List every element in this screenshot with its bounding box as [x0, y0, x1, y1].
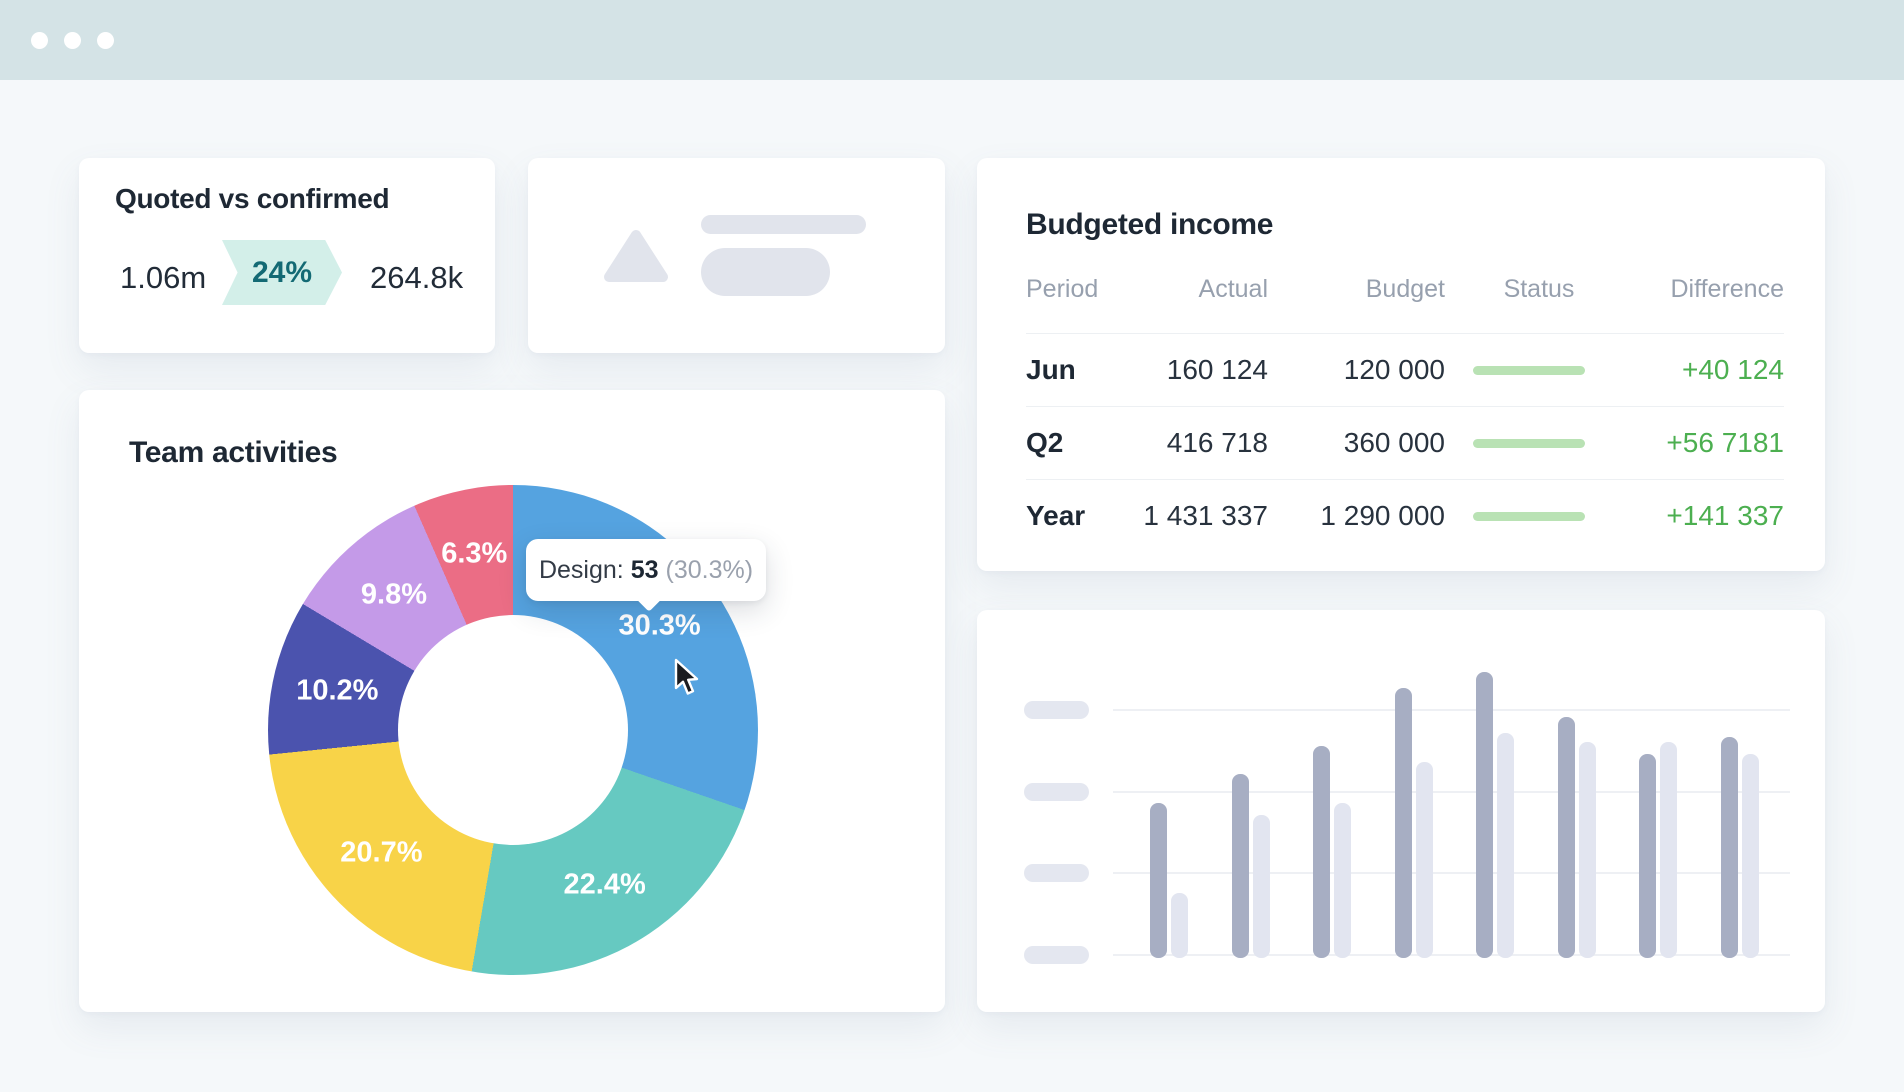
- donut-slice-label: 6.3%: [441, 537, 508, 570]
- conversion-badge: 24%: [222, 240, 342, 305]
- window-control-dot[interactable]: [31, 32, 48, 49]
- window-control-dot[interactable]: [64, 32, 81, 49]
- bar-primary: [1150, 802, 1167, 958]
- table-row: Q2 416 718 360 000 +56 7181: [1026, 406, 1784, 479]
- gridline: [1113, 872, 1790, 875]
- gridline: [1113, 790, 1790, 793]
- triangle-icon: [604, 230, 668, 282]
- bar-secondary: [1660, 741, 1677, 958]
- skeleton-bar-chart-card: [977, 610, 1825, 1012]
- donut-slice-label: 30.3%: [618, 609, 701, 642]
- status-progress-bar: [1473, 365, 1585, 375]
- difference-cell: +141 337: [1666, 500, 1784, 531]
- bar-primary: [1313, 745, 1330, 958]
- quoted-card-title: Quoted vs confirmed: [115, 183, 390, 214]
- tooltip-percent: (30.3%): [665, 555, 754, 584]
- actual-cell: 416 718: [1166, 427, 1268, 458]
- budget-cell: 1 290 000: [1320, 500, 1445, 531]
- quoted-value: 1.06m: [120, 260, 207, 295]
- bar-secondary: [1171, 892, 1188, 958]
- donut-slice-label: 20.7%: [340, 836, 423, 869]
- quoted-vs-confirmed-card: Quoted vs confirmed 1.06m 24% 264.8k: [79, 158, 495, 353]
- bar-secondary: [1252, 815, 1270, 958]
- table-row: Jun 160 124 120 000 +40 124: [1026, 333, 1784, 406]
- chart-tooltip: Design: 53 (30.3%): [526, 539, 766, 612]
- window-titlebar: [0, 0, 1904, 80]
- bar-primary: [1476, 672, 1493, 958]
- skeleton-axis-label: [1024, 782, 1089, 801]
- placeholder-card: [528, 158, 945, 353]
- skeleton-axis-label: [1024, 946, 1089, 964]
- period-cell: Q2: [1026, 427, 1064, 458]
- budget-cell: 120 000: [1343, 354, 1445, 385]
- budget-cell: 360 000: [1343, 427, 1445, 458]
- gridline: [1113, 708, 1790, 711]
- mouse-cursor-icon: [674, 658, 699, 695]
- bar-primary: [1639, 753, 1656, 958]
- team-activities-card: Team activities 30.3% 22.4% 20.7% 10.2% 9.8%…: [79, 390, 945, 1012]
- tooltip-value: 53: [630, 555, 659, 584]
- table-body: Jun 160 124 120 000 +40 124 Q2 416 718 3…: [1026, 333, 1784, 552]
- bar-primary: [1557, 717, 1575, 958]
- budgeted-income-card: Budgeted income Period Actual Budget Sta…: [977, 158, 1825, 571]
- bar-primary: [1231, 774, 1249, 958]
- skeleton-axis-label: [1024, 700, 1089, 719]
- period-cell: Year: [1026, 500, 1086, 531]
- gridline: [1113, 954, 1790, 956]
- budgeted-income-title: Budgeted income: [1026, 208, 1274, 241]
- donut-slice-label: 9.8%: [360, 578, 428, 611]
- period-cell: Jun: [1026, 354, 1076, 385]
- column-header-budget: Budget: [1365, 274, 1445, 303]
- donut-slice-label: 22.4%: [563, 868, 646, 901]
- table-header-row: Period Actual Budget Status Difference: [1026, 270, 1784, 308]
- window-control-dot[interactable]: [97, 32, 114, 49]
- skeleton-text-line: [701, 215, 866, 234]
- status-progress-bar: [1473, 438, 1585, 448]
- confirmed-value: 264.8k: [370, 260, 464, 295]
- difference-cell: +56 7181: [1666, 427, 1784, 458]
- tooltip-series-name: Design:: [538, 555, 624, 584]
- skeleton-axis-label: [1024, 864, 1089, 883]
- bar-secondary: [1497, 733, 1514, 958]
- status-progress-bar: [1473, 511, 1585, 521]
- actual-cell: 160 124: [1166, 354, 1268, 385]
- skeleton-button-pill: [701, 248, 830, 296]
- table-row: Year 1 431 337 1 290 000 +141 337: [1026, 479, 1784, 552]
- column-header-actual: Actual: [1198, 274, 1268, 303]
- donut-hole: [398, 615, 628, 845]
- donut-slice-label: 10.2%: [296, 674, 379, 707]
- team-activities-title: Team activities: [129, 436, 338, 469]
- bar-secondary: [1578, 741, 1596, 958]
- bar-secondary: [1334, 802, 1351, 958]
- column-header-period: Period: [1026, 274, 1099, 303]
- column-header-status: Status: [1503, 274, 1575, 303]
- actual-cell: 1 431 337: [1143, 500, 1268, 531]
- bar-secondary: [1741, 753, 1759, 958]
- difference-cell: +40 124: [1682, 354, 1784, 385]
- bar-primary: [1720, 737, 1738, 958]
- bar-secondary: [1415, 762, 1433, 958]
- column-header-difference: Difference: [1670, 274, 1785, 303]
- bar-primary: [1394, 688, 1412, 958]
